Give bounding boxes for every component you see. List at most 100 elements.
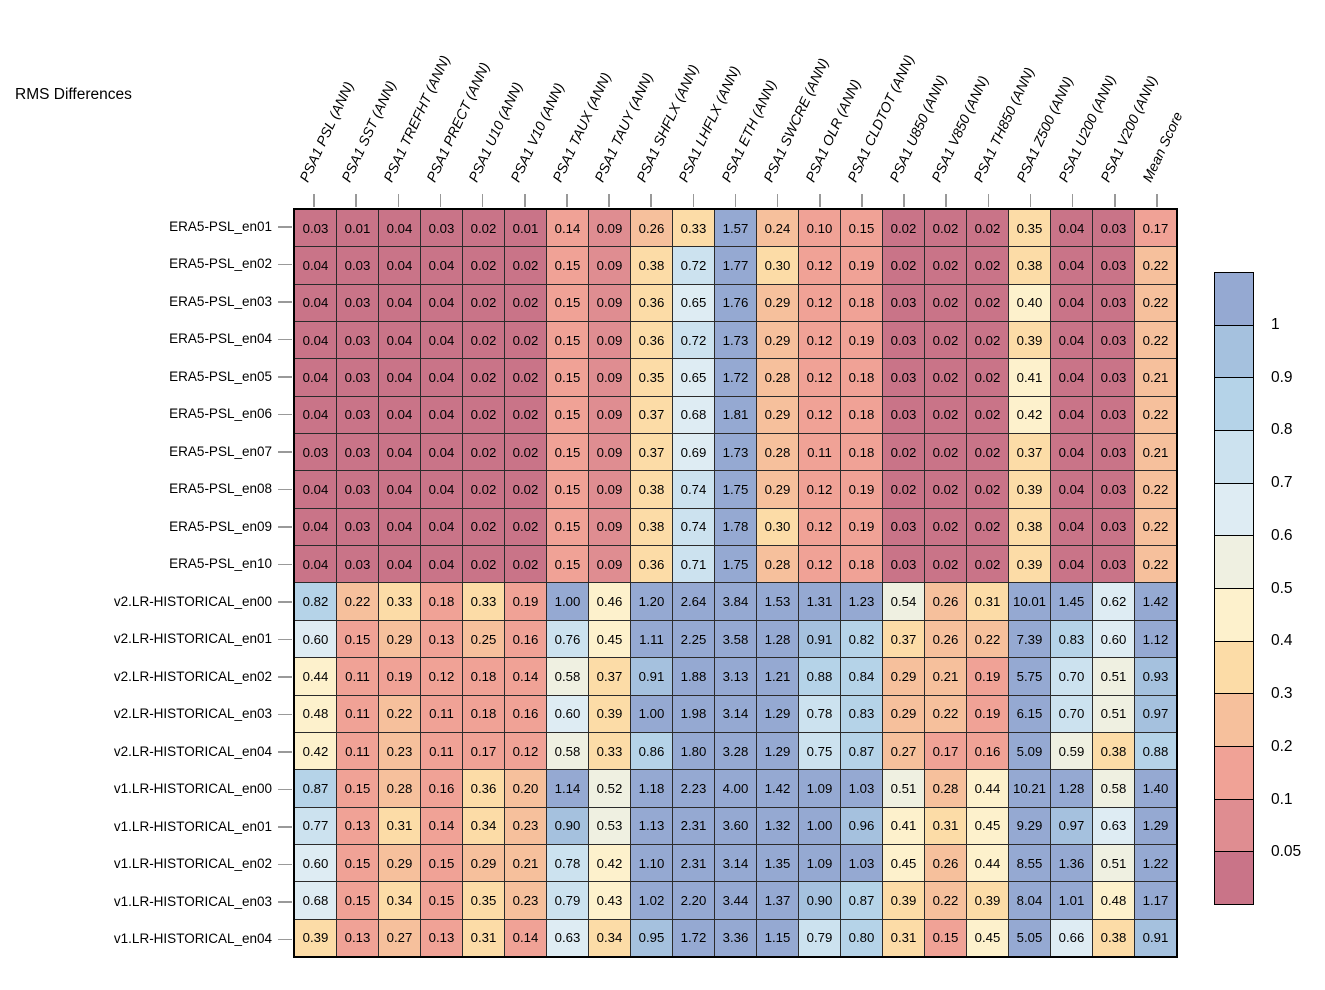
heatmap-cell: 0.02 (967, 210, 1008, 247)
heatmap-cell: 0.04 (295, 284, 336, 322)
heatmap-cell: 0.72 (673, 247, 714, 284)
heatmap-cell: 1.75 (715, 471, 756, 508)
x-axis-tick (987, 194, 990, 207)
heatmap-cell: 1.29 (757, 695, 798, 732)
heatmap-cell: 0.04 (1051, 247, 1092, 284)
heatmap-cell: 0.28 (379, 770, 420, 807)
heatmap-cell: 0.39 (883, 882, 924, 919)
heatmap-cell: 0.03 (883, 322, 924, 359)
heatmap-cell: 1.28 (1051, 770, 1092, 807)
x-axis-tick (524, 194, 526, 207)
heatmap-cell: 0.28 (757, 359, 798, 396)
heatmap-cell: 0.22 (379, 695, 420, 732)
y-axis-tick (278, 713, 292, 715)
heatmap-cell: 0.23 (505, 882, 546, 919)
heatmap-cell: 0.80 (841, 919, 882, 956)
heatmap-cell: 3.36 (715, 919, 756, 956)
heatmap-cell: 0.03 (1093, 434, 1134, 471)
heatmap-cell: 0.12 (799, 508, 840, 546)
heatmap-cell: 1.18 (631, 770, 672, 807)
heatmap-cell: 0.33 (673, 210, 714, 247)
heatmap-cell: 0.29 (757, 322, 798, 359)
row-label: ERA5-PSL_en06 (169, 406, 272, 422)
heatmap-cell: 0.44 (295, 658, 336, 695)
heatmap-cell: 0.04 (295, 322, 336, 359)
heatmap-cell: 0.02 (925, 322, 966, 359)
heatmap-cell: 0.68 (673, 396, 714, 434)
y-axis-tick (278, 901, 292, 903)
heatmap-cell: 0.19 (967, 695, 1008, 732)
heatmap-cell: 1.73 (715, 434, 756, 471)
row-label: v1.LR-HISTORICAL_en02 (113, 856, 272, 872)
heatmap-cell: 0.60 (295, 844, 336, 882)
row-label: ERA5-PSL_en03 (169, 293, 272, 309)
heatmap-cell: 0.18 (463, 658, 504, 695)
heatmap-cell: 0.18 (841, 396, 882, 434)
heatmap-cell: 0.29 (883, 695, 924, 732)
heatmap-cell: 0.12 (505, 732, 546, 770)
heatmap-cell: 0.24 (757, 210, 798, 247)
heatmap-cell: 0.39 (589, 695, 630, 732)
heatmap-cell: 0.60 (547, 695, 588, 732)
heatmap-cell: 0.02 (505, 322, 546, 359)
heatmap-cell: 0.02 (505, 396, 546, 434)
heatmap-cell: 0.02 (967, 359, 1008, 396)
heatmap-cell: 0.37 (589, 658, 630, 695)
heatmap-cell: 1.23 (841, 583, 882, 620)
heatmap-cell: 1.29 (757, 732, 798, 770)
heatmap-cell: 0.88 (1135, 732, 1176, 770)
colorbar-segment (1215, 482, 1253, 536)
heatmap-cell: 0.02 (925, 247, 966, 284)
heatmap-cell: 0.02 (967, 322, 1008, 359)
heatmap-cell: 0.15 (421, 882, 462, 919)
x-axis-tick (439, 194, 442, 207)
heatmap-cell: 0.09 (589, 322, 630, 359)
heatmap-cell: 0.96 (841, 807, 882, 844)
heatmap-cell: 0.02 (463, 359, 504, 396)
heatmap-cell: 1.17 (1135, 882, 1176, 919)
heatmap-cell: 0.02 (925, 546, 966, 583)
heatmap-cell: 0.03 (883, 508, 924, 546)
heatmap-cell: 0.02 (505, 284, 546, 322)
heatmap-cell: 0.11 (337, 658, 378, 695)
heatmap-cell: 0.38 (631, 247, 672, 284)
heatmap-cell: 0.29 (463, 844, 504, 882)
heatmap-cell: 0.68 (295, 882, 336, 919)
heatmap-cell: 1.03 (841, 844, 882, 882)
x-axis-tick (1114, 194, 1116, 207)
heatmap-cell: 0.03 (1093, 396, 1134, 434)
heatmap-cell: 0.03 (883, 546, 924, 583)
heatmap-cell: 0.60 (1093, 620, 1134, 658)
heatmap-cell: 0.02 (505, 359, 546, 396)
heatmap-cell: 0.04 (295, 359, 336, 396)
row-label: ERA5-PSL_en01 (169, 218, 272, 234)
heatmap-cell: 0.02 (925, 210, 966, 247)
heatmap-cell: 0.38 (1093, 919, 1134, 956)
heatmap-cell: 0.26 (925, 620, 966, 658)
heatmap-cell: 0.22 (1135, 471, 1176, 508)
heatmap-cell: 0.87 (841, 882, 882, 919)
x-axis-tick (1071, 194, 1074, 207)
x-axis-tick (481, 194, 484, 207)
heatmap-cell: 1.78 (715, 508, 756, 546)
heatmap-cell: 0.15 (547, 546, 588, 583)
heatmap-cell: 3.13 (715, 658, 756, 695)
heatmap-cell: 7.39 (1009, 620, 1050, 658)
heatmap-cell: 0.02 (925, 434, 966, 471)
x-axis-tick (608, 194, 610, 207)
heatmap-cell: 0.43 (589, 882, 630, 919)
heatmap-cell: 0.39 (295, 919, 336, 956)
heatmap-cell: 0.16 (505, 695, 546, 732)
heatmap-cell: 0.38 (631, 508, 672, 546)
heatmap-cell: 0.31 (463, 919, 504, 956)
heatmap-cell: 0.03 (883, 284, 924, 322)
colorbar-tick-label: 0.8 (1271, 421, 1293, 439)
row-label: ERA5-PSL_en10 (169, 556, 272, 572)
heatmap-cell: 0.45 (967, 919, 1008, 956)
x-axis-tick (692, 194, 695, 207)
heatmap-cell: 0.42 (1009, 396, 1050, 434)
heatmap-cell: 1.53 (757, 583, 798, 620)
heatmap-cell: 0.37 (883, 620, 924, 658)
heatmap-cell: 0.91 (631, 658, 672, 695)
heatmap-cell: 0.83 (841, 695, 882, 732)
